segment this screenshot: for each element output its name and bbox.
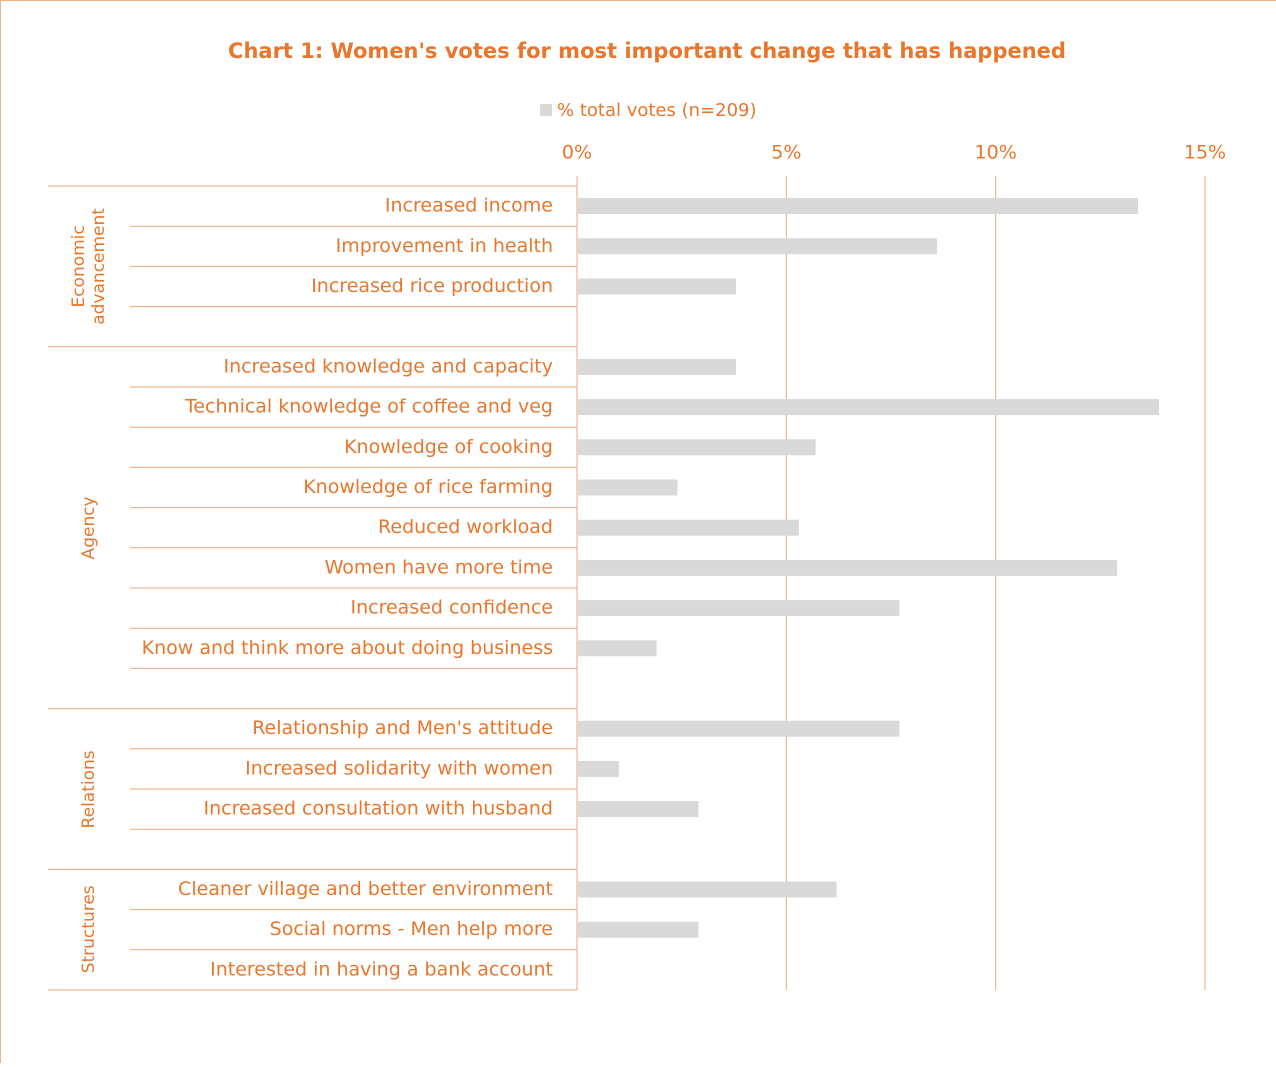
- legend-swatch: [540, 104, 552, 116]
- bar: [577, 439, 816, 455]
- category-label: Social norms - Men help more: [270, 918, 553, 940]
- category-label: Increased knowledge and capacity: [223, 355, 553, 377]
- category-label: Relationship and Men's attitude: [252, 717, 553, 739]
- bar: [577, 399, 1159, 415]
- group-label-box: Agency: [48, 347, 130, 709]
- x-tick-label: 10%: [975, 142, 1017, 164]
- group-label-box: Structures: [48, 869, 130, 990]
- group-label-box: Relations: [48, 709, 130, 870]
- bar: [577, 882, 837, 898]
- bar: [577, 640, 657, 656]
- bar: [577, 279, 736, 295]
- category-label: Increased consultation with husband: [203, 798, 553, 820]
- category-label: Women have more time: [325, 556, 553, 578]
- bar: [577, 359, 736, 375]
- category-label: Improvement in health: [336, 235, 553, 257]
- bar: [577, 600, 899, 616]
- bar: [577, 198, 1138, 214]
- group-label: Structures: [48, 869, 130, 990]
- category-label: Increased solidarity with women: [245, 757, 553, 779]
- category-label: Know and think more about doing business: [142, 637, 553, 659]
- category-label: Increased income: [385, 195, 553, 217]
- group-label-box: Economic advancement: [48, 186, 130, 347]
- bar: [577, 761, 619, 777]
- category-label: Increased confidence: [350, 597, 553, 619]
- bar: [577, 922, 698, 938]
- category-label: Increased rice production: [311, 275, 553, 297]
- group-label: Economic advancement: [48, 186, 130, 347]
- legend-label: % total votes (n=209): [557, 100, 757, 121]
- bar: [577, 238, 937, 254]
- chart-title: Chart 1: Women's votes for most importan…: [228, 39, 1066, 63]
- category-label: Interested in having a bank account: [210, 958, 553, 980]
- bar: [577, 721, 899, 737]
- category-label: Cleaner village and better environment: [178, 878, 553, 900]
- category-label: Technical knowledge of coffee and veg: [184, 396, 553, 418]
- category-label: Knowledge of rice farming: [303, 476, 553, 498]
- bar: [577, 520, 799, 536]
- category-label: Knowledge of cooking: [344, 436, 553, 458]
- group-label: Relations: [48, 709, 130, 870]
- bar: [577, 480, 677, 496]
- x-tick-label: 5%: [771, 142, 801, 164]
- category-label: Reduced workload: [378, 516, 553, 538]
- group-label: Agency: [48, 347, 130, 709]
- bar: [577, 801, 698, 817]
- x-tick-label: 0%: [562, 142, 592, 164]
- bar: [577, 560, 1117, 576]
- x-tick-label: 15%: [1184, 142, 1226, 164]
